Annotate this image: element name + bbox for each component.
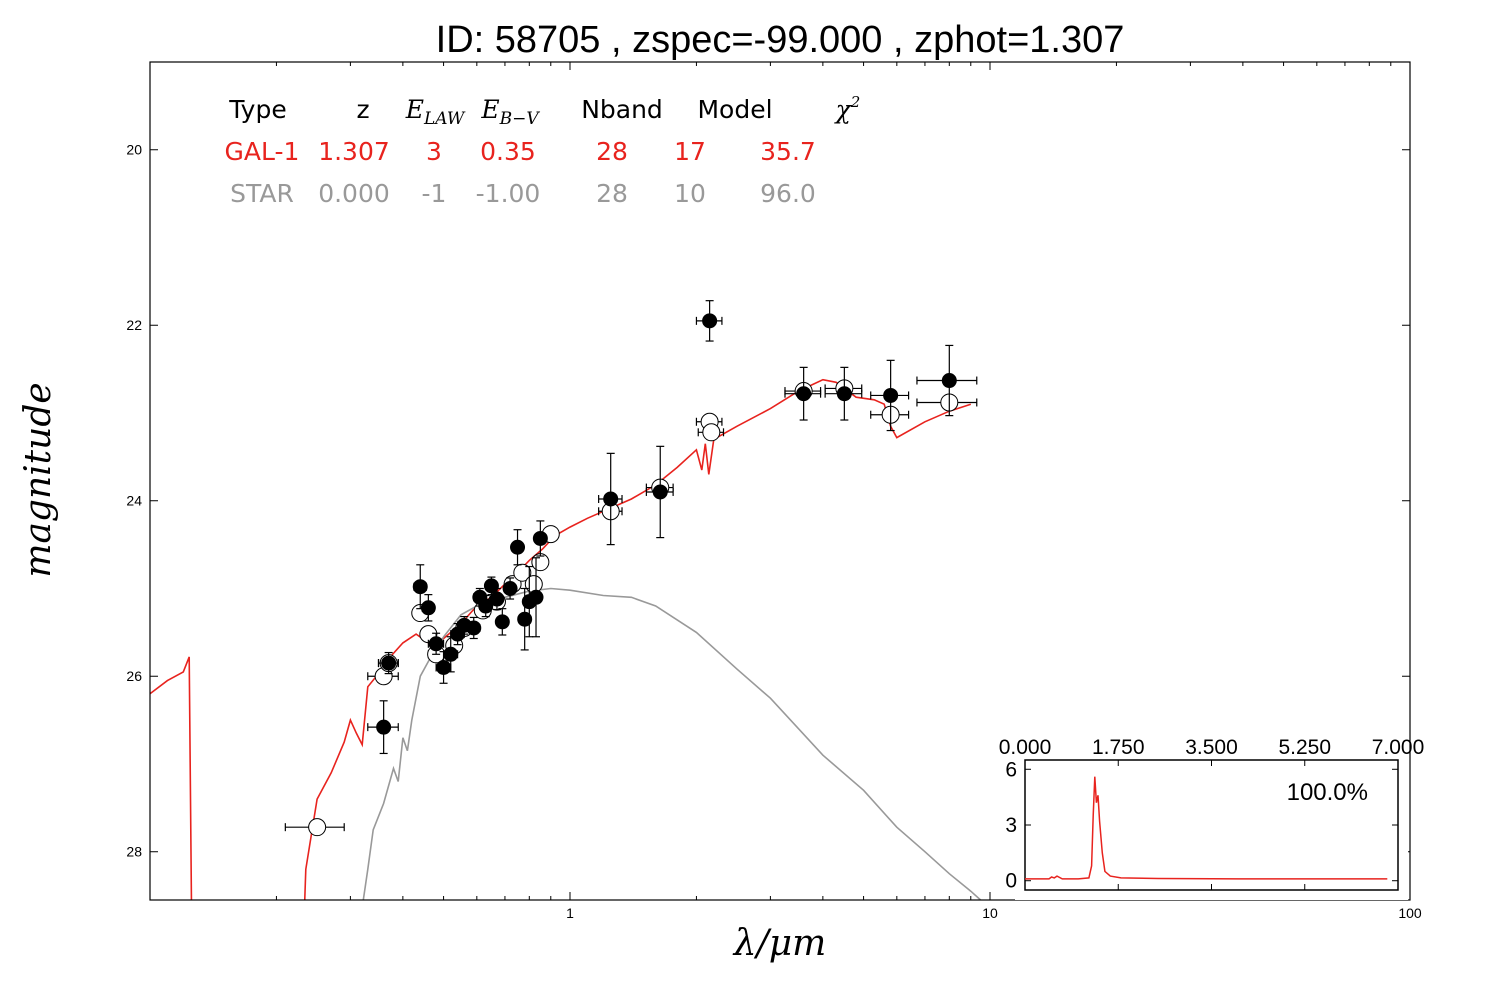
table-cell: -1 (422, 179, 447, 208)
pdf-line (1025, 776, 1388, 880)
table-cell: 0.35 (480, 137, 536, 166)
inset-x-tick-label: 1.750 (1092, 736, 1145, 759)
inset-x-tick-label: 5.250 (1278, 736, 1331, 759)
y-tick-label: 26 (126, 668, 142, 684)
figure-title: ID: 58705 , zspec=-99.000 , zphot=1.307 (436, 19, 1125, 61)
observed-point (652, 484, 668, 500)
observed-point (528, 589, 544, 605)
table-cell: 28 (596, 137, 628, 166)
x-tick-label: 100 (1398, 905, 1422, 921)
x-axis-label: λ/μm (732, 923, 826, 964)
table-cell: 28 (596, 179, 628, 208)
star-template-line (362, 587, 982, 900)
inset-x-tick-label: 0.000 (999, 736, 1052, 759)
fit-table: Type z ELAW EB−V Nband Model χ2 GAL-1 1.307 3 0.35… (225, 93, 861, 208)
observed-point (381, 655, 397, 671)
observed-point (796, 386, 812, 402)
y-tick-label: 20 (126, 142, 142, 158)
observed-point (478, 598, 494, 614)
model-point (308, 818, 327, 837)
y-tick-label: 22 (126, 317, 142, 333)
x-tick-label: 1 (566, 905, 574, 921)
table-cell: 17 (674, 137, 706, 166)
galaxy-template-line (150, 378, 972, 900)
observed-point (494, 614, 510, 630)
observed-point (941, 373, 957, 389)
y-axis-label: magnitude (18, 382, 59, 577)
observed-point (483, 578, 499, 594)
observed-point (466, 620, 482, 636)
inset-y-tick-label: 6 (1005, 758, 1017, 781)
table-header: Nband (581, 95, 663, 124)
inset-x-tick-label: 3.500 (1185, 736, 1238, 759)
table-cell: -1.00 (476, 179, 541, 208)
inset-probability-label: 100.0% (1287, 779, 1368, 806)
observed-point (489, 591, 505, 607)
observed-point (412, 579, 428, 595)
table-cell: GAL-1 (225, 137, 300, 166)
observed-point (532, 530, 548, 546)
table-cell: 96.0 (760, 179, 816, 208)
observed-point (510, 539, 526, 555)
table-header-math: EB−V (480, 95, 540, 129)
model-point (513, 563, 532, 582)
x-tick-label: 10 (982, 905, 998, 921)
observed-point (836, 386, 852, 402)
plot-frame (149, 61, 1411, 901)
observed-point (428, 636, 444, 652)
observed-point (517, 611, 533, 627)
inset-y-tick-label: 0 (1005, 870, 1017, 893)
table-cell: 1.307 (318, 137, 390, 166)
table-cell: 0.000 (318, 179, 390, 208)
table-header-math: ELAW (405, 95, 466, 129)
y-tick-label: 24 (126, 493, 142, 509)
table-header-math: χ2 (834, 93, 861, 124)
y-tick-label: 28 (126, 844, 142, 860)
model-point (702, 423, 721, 442)
inset-y-tick-label: 3 (1005, 814, 1017, 837)
observed-point (883, 387, 899, 403)
observed-point (603, 491, 619, 507)
observed-point (420, 600, 436, 616)
pdf-inset: 0.000 1.750 3.500 5.250 7.000 0 3 6 100.0% (999, 730, 1425, 900)
table-header: Model (697, 95, 772, 124)
model-point (524, 575, 543, 594)
table-cell: 10 (674, 179, 706, 208)
plot-area (150, 300, 982, 900)
table-header: Type (228, 95, 286, 124)
observed-point (702, 313, 718, 329)
observed-point (443, 646, 459, 662)
inset-x-tick-label: 7.000 (1372, 736, 1425, 759)
observed-point (376, 719, 392, 735)
table-header: z (356, 95, 369, 124)
table-cell: STAR (230, 179, 294, 208)
table-cell: 35.7 (760, 137, 816, 166)
table-cell: 3 (426, 137, 442, 166)
inset-background (1015, 730, 1408, 900)
observed-point (502, 580, 518, 596)
